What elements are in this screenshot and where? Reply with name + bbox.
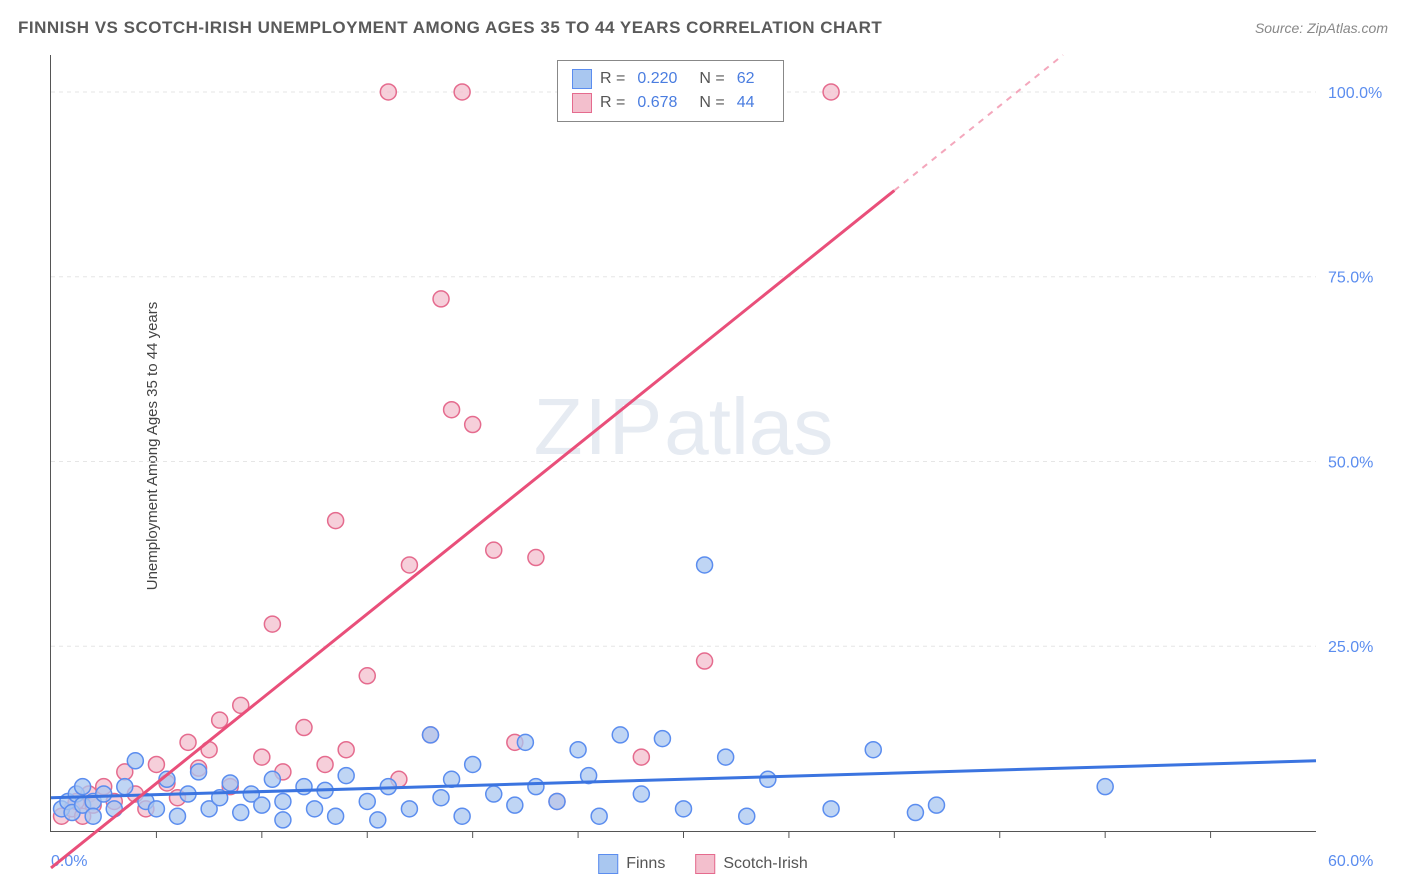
svg-text:25.0%: 25.0%	[1328, 639, 1373, 656]
plot-area: ZIPatlas 25.0%50.0%75.0%100.0%0.0%60.0% …	[50, 55, 1316, 832]
legend-item-scotch: Scotch-Irish	[695, 854, 807, 874]
svg-text:50.0%: 50.0%	[1328, 454, 1373, 471]
r-label: R =	[600, 70, 625, 88]
svg-text:100.0%: 100.0%	[1328, 85, 1382, 102]
n-label: N =	[699, 94, 724, 112]
swatch-finns-icon	[598, 854, 618, 874]
scatter-plot: 25.0%50.0%75.0%100.0%0.0%60.0%	[51, 55, 1316, 831]
n-value-scotch: 44	[737, 94, 755, 112]
swatch-scotch	[572, 93, 592, 113]
source-label: Source: ZipAtlas.com	[1255, 20, 1388, 36]
series-legend: Finns Scotch-Irish	[598, 854, 808, 874]
svg-text:75.0%: 75.0%	[1328, 270, 1373, 287]
legend-row-scotch: R = 0.678 N = 44	[572, 91, 769, 115]
legend-item-finns: Finns	[598, 854, 665, 874]
n-value-finns: 62	[737, 70, 755, 88]
svg-text:60.0%: 60.0%	[1328, 853, 1373, 870]
legend-row-finns: R = 0.220 N = 62	[572, 67, 769, 91]
legend-label-scotch: Scotch-Irish	[723, 855, 807, 873]
n-label: N =	[699, 70, 724, 88]
chart-title: FINNISH VS SCOTCH-IRISH UNEMPLOYMENT AMO…	[18, 18, 882, 38]
svg-text:0.0%: 0.0%	[51, 853, 87, 870]
legend-label-finns: Finns	[626, 855, 665, 873]
r-value-finns: 0.220	[637, 70, 677, 88]
swatch-finns	[572, 69, 592, 89]
r-label: R =	[600, 94, 625, 112]
swatch-scotch-icon	[695, 854, 715, 874]
correlation-legend: R = 0.220 N = 62 R = 0.678 N = 44	[557, 60, 784, 122]
r-value-scotch: 0.678	[637, 94, 677, 112]
